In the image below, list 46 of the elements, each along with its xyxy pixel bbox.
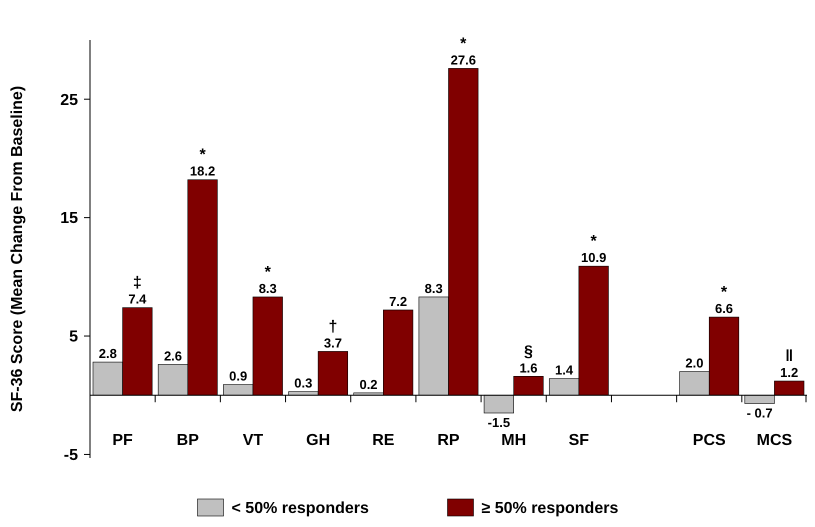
data-label: 1.4	[555, 362, 574, 378]
data-label: 0.3	[294, 376, 312, 391]
y-tick-label: 25	[60, 92, 78, 109]
legend-label: ≥ 50% responders	[482, 500, 618, 517]
data-label: - 0.7	[746, 406, 773, 421]
x-tick-label: PCS	[692, 432, 726, 450]
data-label: 6.6	[714, 301, 734, 316]
x-tick-label: VT	[242, 432, 264, 450]
data-label: 0.9	[229, 368, 248, 384]
x-tick-label: MH	[501, 432, 526, 450]
data-label: 7.2	[389, 294, 408, 309]
annotation: *	[590, 233, 598, 250]
x-tick-label: BP	[176, 432, 200, 450]
data-label: 1.2	[780, 365, 798, 380]
annotation: *	[720, 284, 728, 302]
x-tick-label: RE	[372, 432, 395, 450]
data-label: 0.2	[359, 376, 378, 392]
data-label: 10.9	[581, 250, 606, 266]
data-label: 2.0	[685, 356, 704, 371]
annotation: *	[460, 35, 468, 52]
y-tick-label: 15	[60, 210, 78, 228]
annotation: ‖	[785, 348, 794, 366]
annotation: §	[524, 343, 534, 360]
data-label: 18.2	[190, 164, 216, 179]
data-label: -1.5	[488, 415, 510, 430]
x-tick-label: SF	[568, 432, 590, 450]
y-tick-label: -5	[64, 447, 78, 464]
annotation: ‡	[132, 274, 142, 292]
data-label: 2.6	[164, 348, 182, 364]
data-label: 2.8	[98, 346, 117, 362]
data-label: 3.7	[324, 335, 342, 350]
data-label: 7.4	[128, 292, 148, 307]
x-tick-label: GH	[306, 432, 330, 450]
data-label: 27.6	[450, 52, 476, 68]
annotation: *	[264, 264, 272, 281]
annotation: *	[199, 146, 206, 164]
data-label: 8.3	[258, 280, 277, 296]
x-tick-label: PF	[112, 432, 134, 450]
x-tick-label: RP	[437, 432, 460, 450]
y-axis-title: SF-36 Score (Mean Change From Baseline)	[9, 86, 26, 412]
x-tick-label: MCS	[756, 432, 793, 450]
legend-label: < 50% responders	[232, 500, 369, 517]
data-label: 1.6	[519, 360, 538, 376]
y-tick-label: 5	[69, 328, 78, 346]
annotation: †	[328, 318, 338, 336]
data-label: 8.3	[424, 280, 443, 296]
